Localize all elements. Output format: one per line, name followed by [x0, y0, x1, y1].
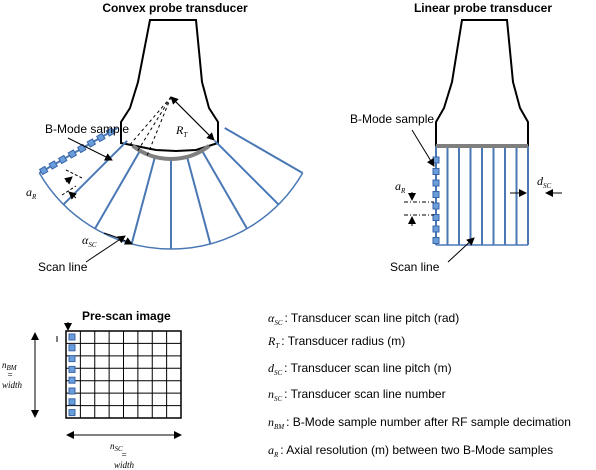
convex-scan-line — [130, 156, 156, 245]
prescan-nsc-eq: = — [121, 450, 127, 460]
convex-scan-line — [214, 140, 280, 206]
prescan-sample — [68, 387, 76, 395]
convex-scan-line — [224, 127, 304, 174]
convex-scan-line — [186, 156, 212, 245]
convex-title: Convex probe transducer — [102, 1, 248, 15]
prescan-sample — [68, 398, 76, 406]
linear-bmode-sample — [432, 237, 440, 244]
legend-item: aR: Axial resolution (m) between two B-M… — [268, 443, 553, 459]
convex-probe-body — [120, 19, 219, 153]
linear-scan-grid — [432, 144, 529, 246]
prescan-nbm-width: width — [2, 380, 23, 390]
linear-bmode-sample — [432, 156, 440, 164]
convex-bmode-sample — [67, 149, 78, 159]
linear-bmode-sample — [432, 225, 440, 233]
prescan-title: Pre-scan image — [82, 309, 171, 323]
convex-radius-arrow-head — [170, 96, 215, 141]
prescan-sample — [68, 333, 76, 341]
linear-ar-marker — [404, 192, 434, 226]
convex-scanline-label: Scan line — [38, 260, 88, 274]
linear-ar-label: aR — [395, 179, 406, 195]
convex-bmode-label: B-Mode sample — [45, 122, 129, 136]
linear-bmode-sample — [432, 179, 440, 187]
linear-bmode-sample — [432, 214, 440, 221]
linear-bmode-label: B-Mode sample — [350, 112, 434, 126]
legend-item: αSC: Transducer scan line pitch (rad) — [268, 311, 459, 327]
linear-bmode-sample — [432, 202, 440, 210]
prescan-grid — [65, 330, 182, 419]
prescan-sample — [68, 365, 76, 373]
prescan-sample — [68, 376, 76, 384]
convex-scan-line — [201, 150, 248, 230]
prescan-sample — [68, 344, 76, 352]
legend-item: dSC: Transducer scan line pitch (m) — [268, 361, 452, 377]
linear-bmode-sample — [432, 168, 440, 175]
convex-bmode-sample — [86, 138, 97, 148]
convex-bmode-sample — [105, 127, 116, 137]
convex-angle-arc — [103, 232, 133, 245]
prescan-sample — [68, 355, 76, 363]
legend-item: nSC: Transducer scan line number — [268, 387, 446, 403]
prescan-sample — [68, 409, 76, 417]
prescan-nsc-width: width — [114, 460, 135, 470]
convex-alpha-label: αSC — [82, 233, 97, 249]
convex-element-bar — [131, 144, 211, 161]
convex-bmode-sample — [57, 154, 68, 165]
convex-ar-marker — [61, 169, 83, 200]
linear-bmode-pointer — [411, 129, 435, 167]
linear-dsc-label: dSC — [537, 174, 552, 190]
linear-scanline-label: Scan line — [390, 260, 440, 274]
prescan-nbm-eq: = — [7, 370, 13, 380]
symbol-legend: αSC: Transducer scan line pitch (rad) RT:… — [267, 311, 571, 459]
linear-bmode-sample — [432, 191, 440, 198]
convex-ar-label: aR — [26, 185, 37, 201]
convex-bmode-sample — [77, 143, 87, 154]
prescan-ar-ticks — [56, 322, 72, 342]
convex-scanline-pointer — [85, 235, 126, 263]
linear-title: Linear probe transducer — [414, 1, 552, 15]
legend-item: nBM: B-Mode sample number after RF sampl… — [268, 415, 571, 431]
prescan-nsc-label: nSC — [110, 441, 123, 453]
convex-radius-label: RT — [175, 123, 188, 139]
linear-scanline-pointer — [447, 237, 475, 263]
convex-bmode-pointer — [67, 137, 113, 161]
convex-scan-fan — [38, 127, 304, 250]
convex-bmode-sample — [38, 165, 49, 176]
convex-focus-dashes — [127, 96, 172, 157]
convex-bmode-sample — [48, 160, 59, 170]
prescan-nbm-label: nBM — [2, 360, 18, 372]
linear-probe-body — [435, 19, 529, 147]
legend-item: RT: Transducer radius (m) — [267, 334, 405, 350]
convex-bmode-sample — [96, 132, 106, 143]
convex-scan-line — [94, 150, 141, 230]
